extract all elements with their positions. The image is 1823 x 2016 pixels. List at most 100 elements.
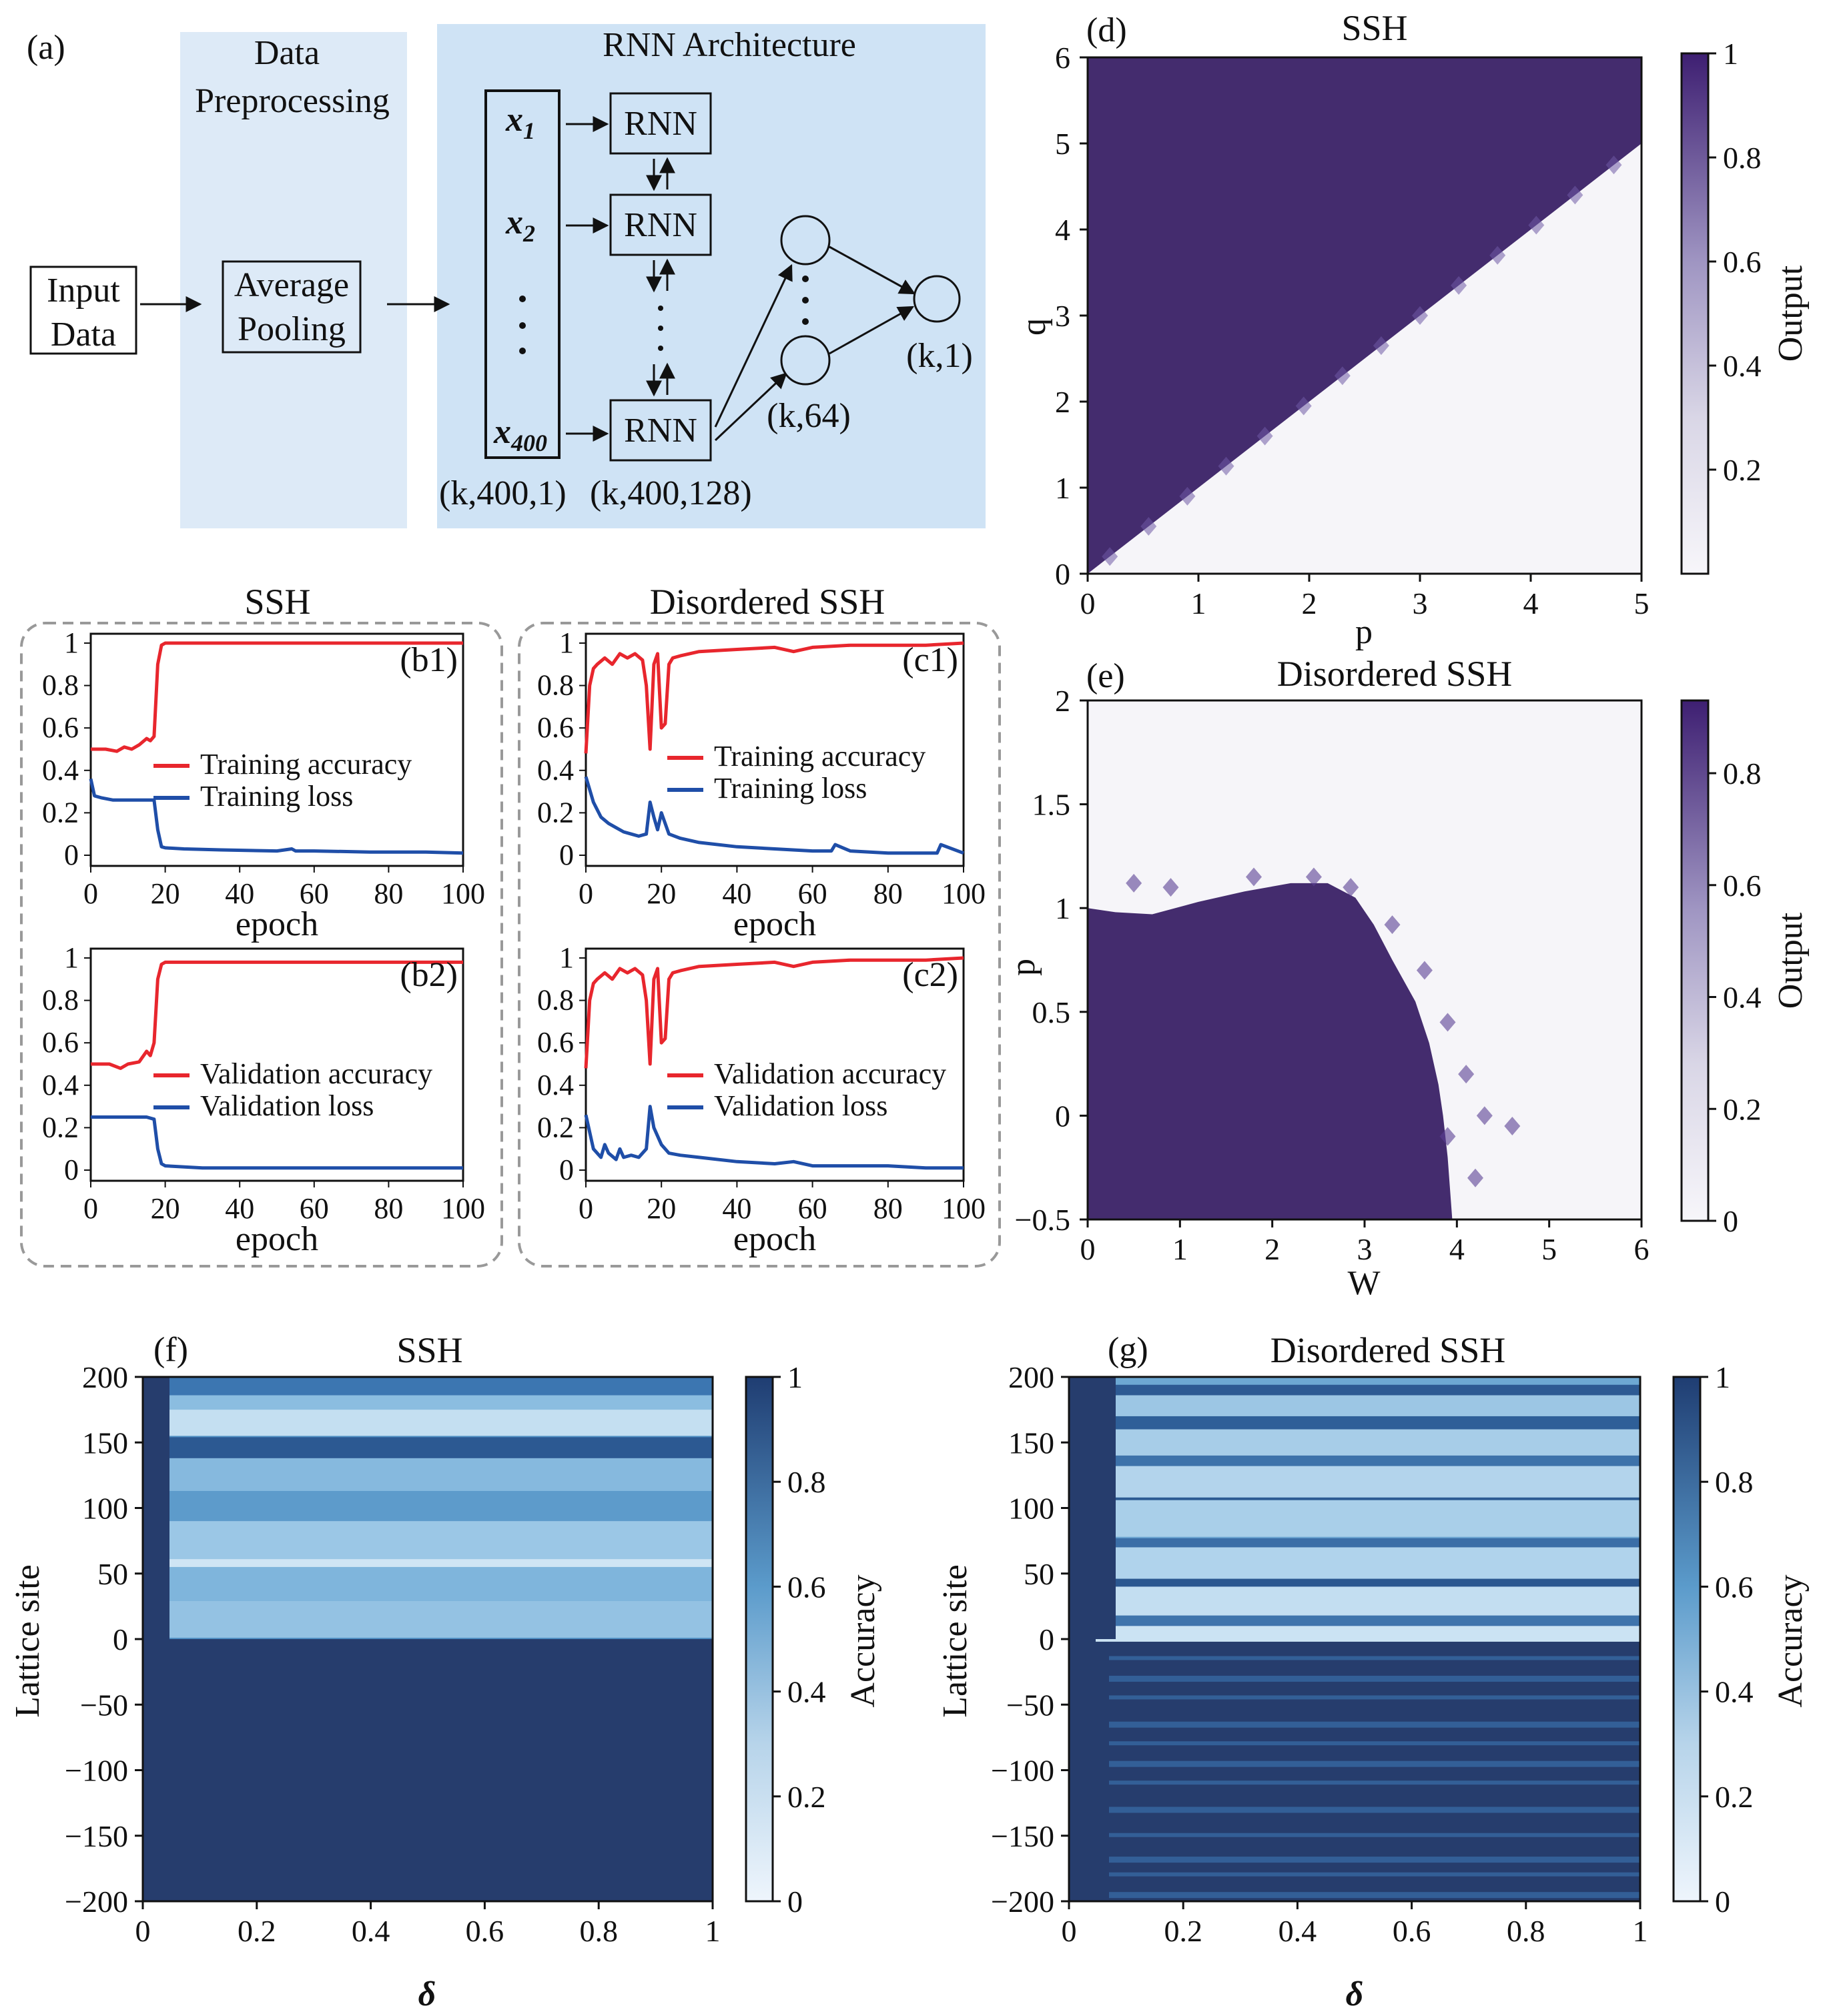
x-tick-label: 0 bbox=[1080, 586, 1096, 620]
accuracy-band bbox=[1096, 1429, 1640, 1456]
chart-label: (b2) bbox=[400, 956, 458, 994]
accuracy-band bbox=[1109, 1857, 1640, 1863]
boundary-jag bbox=[1256, 426, 1273, 446]
plot-frame bbox=[89, 947, 464, 1182]
chart-c2: 0 20 40 60 80 100 0 0.2 0.4 0.6 0.8 1 Validation acc… bbox=[537, 941, 986, 1258]
vertical-ellipsis-rnn bbox=[658, 306, 663, 351]
y-tick-label: 0.6 bbox=[537, 711, 574, 744]
y-tick-label: 50 bbox=[97, 1557, 128, 1591]
shape-rnn: (k,400,128) bbox=[590, 474, 752, 512]
y-tick-label: 100 bbox=[1008, 1492, 1054, 1526]
boundary-jag bbox=[1179, 486, 1196, 506]
panel-e-title: Disordered SSH bbox=[1277, 654, 1512, 694]
y-tick-label: 0.4 bbox=[42, 754, 79, 787]
y-tick-label: 0 bbox=[559, 1153, 574, 1186]
boundary-jag bbox=[1140, 517, 1157, 536]
series-line-loss bbox=[584, 1105, 964, 1170]
colorbar-tick-label: 1 bbox=[787, 1360, 803, 1394]
y-tick-label: 0.2 bbox=[42, 1111, 79, 1143]
y-tick-label: 4 bbox=[1055, 213, 1070, 247]
accuracy-band bbox=[1096, 1547, 1640, 1579]
boundary-jag bbox=[1343, 878, 1359, 897]
boundary-jag bbox=[1384, 915, 1401, 935]
x-tick-label: 80 bbox=[873, 1192, 903, 1225]
x-tick-label: 0 bbox=[83, 877, 98, 910]
accuracy-band bbox=[169, 1395, 713, 1412]
x2-label: x2 bbox=[505, 203, 535, 247]
x-tick-label: 3 bbox=[1357, 1232, 1373, 1266]
y-tick-label: 0.2 bbox=[537, 796, 574, 829]
accuracy-band bbox=[1109, 1741, 1640, 1746]
x-tick-label: 60 bbox=[798, 1192, 827, 1225]
boundary-jag bbox=[1489, 245, 1506, 265]
accuracy-band bbox=[1109, 1721, 1640, 1728]
colorbar-tick-label: 0.4 bbox=[1723, 981, 1762, 1015]
y-tick-label: 1.5 bbox=[1032, 788, 1071, 822]
low-delta-region bbox=[143, 1377, 169, 1639]
accuracy-band bbox=[1096, 1626, 1640, 1642]
colorbar-tick-label: 0.8 bbox=[1715, 1465, 1754, 1499]
x-tick-label: 100 bbox=[441, 1192, 485, 1225]
panel-e-colorbar-label: Output bbox=[1772, 912, 1810, 1009]
panel-f: (f) SSH δ Lattice site Accuracy 0 0.2 0.4 0… bbox=[9, 1330, 882, 2013]
arrow-dense-to-output-1 bbox=[829, 245, 916, 295]
x-tick-label: 40 bbox=[722, 1192, 751, 1225]
topological-region bbox=[1088, 57, 1642, 574]
accuracy-band bbox=[1109, 1656, 1640, 1660]
boundary-jag bbox=[1162, 878, 1179, 897]
pooling-line1: Average bbox=[234, 266, 349, 304]
x-tick-label: 0 bbox=[1080, 1232, 1096, 1266]
accuracy-band bbox=[1096, 1416, 1640, 1430]
x-tick-label: 3 bbox=[1413, 586, 1428, 620]
legend-label: Training accuracy bbox=[714, 740, 926, 773]
colorbar-tick-label: 0.4 bbox=[787, 1675, 826, 1709]
x-tick-label: 0.2 bbox=[238, 1914, 276, 1948]
legend-label: Training loss bbox=[200, 780, 353, 813]
rnn-cell-1-label: RNN bbox=[624, 105, 697, 143]
y-tick-label: 1 bbox=[64, 941, 79, 974]
pooling-line2: Pooling bbox=[238, 310, 346, 348]
y-tick-label: 0.4 bbox=[42, 1069, 79, 1101]
y-tick-label: 6 bbox=[1055, 41, 1070, 75]
y-tick-label: −100 bbox=[65, 1754, 128, 1788]
dense-node-bottom bbox=[780, 335, 831, 386]
boundary-jag bbox=[1451, 276, 1467, 295]
y-tick-label: 1 bbox=[1055, 891, 1070, 925]
y-tick-label: 150 bbox=[82, 1426, 128, 1460]
dense-node-top bbox=[780, 215, 831, 266]
y-tick-label: 0 bbox=[64, 1153, 79, 1186]
panel-e-xlabel: W bbox=[1347, 1264, 1380, 1302]
boundary-jag bbox=[1246, 867, 1262, 887]
accuracy-band bbox=[1109, 1781, 1640, 1785]
y-tick-label: 0 bbox=[1039, 1622, 1054, 1656]
y-tick-label: 0.8 bbox=[537, 669, 574, 702]
plot-frame bbox=[89, 632, 464, 867]
x-tick-label: 80 bbox=[873, 877, 903, 910]
x-axis-label: epoch bbox=[236, 905, 318, 943]
x-tick-label: 1 bbox=[1191, 586, 1206, 620]
boundary-jag bbox=[1373, 336, 1389, 356]
panel-f-ylabel: Lattice site bbox=[9, 1564, 47, 1718]
accuracy-band bbox=[1096, 1500, 1640, 1537]
boundary-jag bbox=[1305, 867, 1322, 887]
vertical-ellipsis-dense bbox=[802, 276, 809, 325]
panel-g-ylabel: Lattice site bbox=[936, 1564, 974, 1718]
chart-b2: 0 20 40 60 80 100 0 0.2 0.4 0.6 0.8 1 Validation acc… bbox=[42, 941, 485, 1258]
legend-label: Validation accuracy bbox=[714, 1057, 946, 1090]
y-tick-label: −50 bbox=[1006, 1688, 1054, 1722]
panel-d-xlabel: p bbox=[1355, 613, 1373, 651]
group-ssh-frame bbox=[20, 622, 503, 1268]
shape-output: (k,1) bbox=[906, 337, 973, 375]
y-tick-label: −0.5 bbox=[1015, 1203, 1070, 1237]
series-line-loss bbox=[91, 1115, 463, 1170]
colorbar-tick-label: 0.6 bbox=[1723, 869, 1762, 903]
group-disordered-frame bbox=[518, 622, 1001, 1268]
boundary-jag bbox=[1605, 155, 1622, 175]
colorbar-tick-label: 0.4 bbox=[1723, 349, 1762, 383]
x-tick-label: 5 bbox=[1634, 586, 1650, 620]
legend-label: Validation accuracy bbox=[200, 1057, 432, 1090]
legend-label: Validation loss bbox=[200, 1089, 374, 1122]
y-tick-label: 1 bbox=[64, 626, 79, 659]
panel-f-colorbar-label: Accuracy bbox=[844, 1574, 882, 1707]
colorbar-tick-label: 0 bbox=[787, 1885, 803, 1919]
